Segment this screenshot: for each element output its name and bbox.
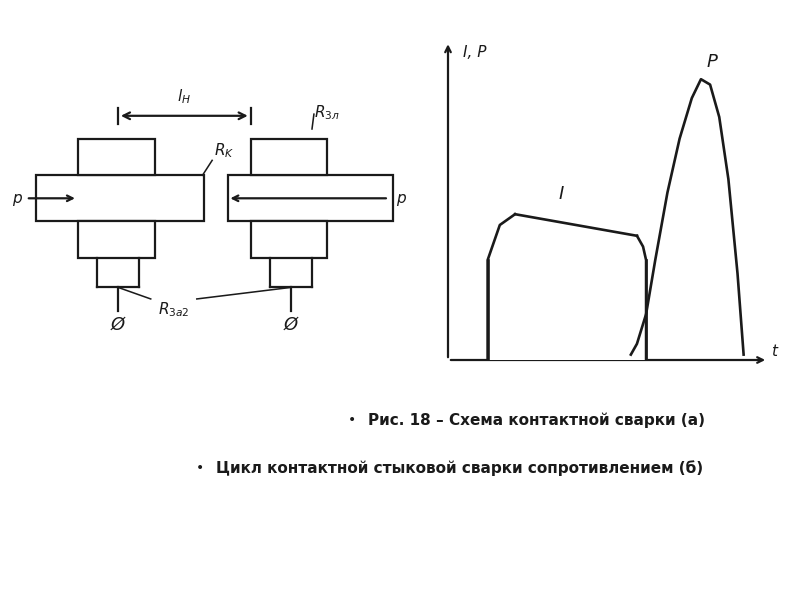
Bar [250, 139, 327, 175]
Text: •: • [196, 461, 204, 475]
Bar [250, 221, 327, 258]
Text: P: P [706, 53, 717, 71]
Text: p: p [397, 191, 406, 206]
Text: Цикл контактной стыковой сварки сопротивлением (б): Цикл контактной стыковой сварки сопротив… [216, 460, 703, 476]
Text: Ø: Ø [111, 316, 125, 334]
Text: Рис. 18 – Схема контактной сварки (а): Рис. 18 – Схема контактной сварки (а) [368, 412, 705, 428]
Bar [78, 139, 154, 175]
Text: $l_H$: $l_H$ [178, 87, 191, 106]
Text: I, P: I, P [463, 44, 486, 59]
Text: $R_K$: $R_K$ [214, 142, 234, 160]
Bar [35, 175, 205, 221]
Text: Ø: Ø [284, 316, 298, 334]
Text: p: p [13, 191, 22, 206]
Text: t: t [771, 344, 777, 359]
Text: $R_{3л}$: $R_{3л}$ [314, 103, 340, 122]
Polygon shape [488, 214, 646, 360]
Text: •: • [348, 413, 356, 427]
Text: I: I [558, 185, 563, 203]
Text: $R_{3a2}$: $R_{3a2}$ [158, 301, 190, 319]
Bar [78, 221, 154, 258]
Bar [227, 175, 393, 221]
